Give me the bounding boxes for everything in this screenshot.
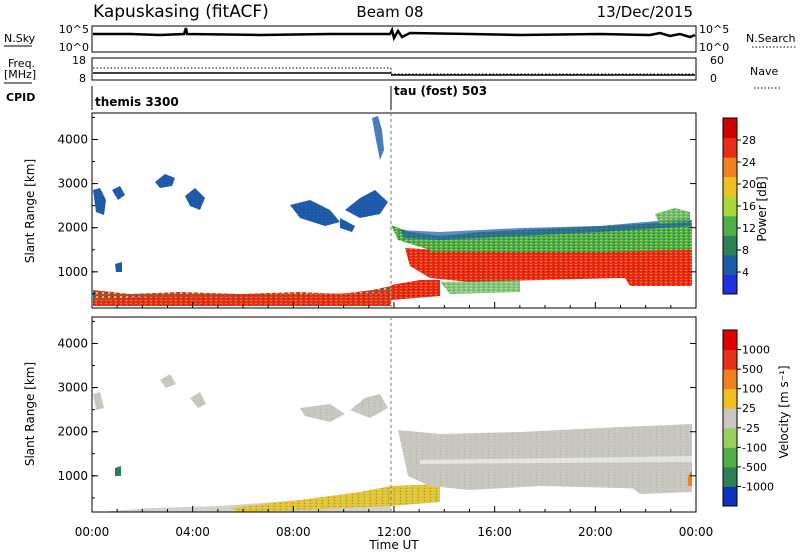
noise-panel: N.Sky 10^5 10^0 10^5 10^0 N.Search xyxy=(4,23,796,54)
x-tick-label: 08:00 xyxy=(276,525,311,539)
colorbar-cell xyxy=(723,330,737,351)
x-tick-label: 20:00 xyxy=(578,525,613,539)
y-tick-label: 2000 xyxy=(57,221,88,235)
nave-label: Nave xyxy=(750,65,778,78)
cpid-mode-1: themis 3300 xyxy=(95,95,179,109)
velocity-colorbar: 1000 500 100 25 -25 -100 -500 -1000 Velocity [m… xyxy=(722,329,791,507)
colorbar-cell xyxy=(723,196,737,217)
colorbar-tick-label: -500 xyxy=(742,461,767,474)
colorbar-cell xyxy=(723,408,737,429)
date-title: 13/Dec/2015 xyxy=(597,3,693,21)
x-tick-label: 00:00 xyxy=(679,525,714,539)
colorbar-cell xyxy=(723,215,737,236)
cpid-mode-2: tau (fost) 503 xyxy=(394,84,487,98)
y-tick-label: 2000 xyxy=(57,425,88,439)
colorbar-cell xyxy=(723,254,737,275)
colorbar-tick-label: -1000 xyxy=(742,480,774,493)
colorbar-tick-label: 8 xyxy=(742,244,749,257)
velocity-scatter xyxy=(93,374,692,512)
power-panel xyxy=(91,112,697,309)
colorbar-cell xyxy=(723,137,737,158)
freq-label: Freq. xyxy=(8,57,35,70)
colorbar-tick-label: -100 xyxy=(742,441,767,454)
x-tick-label: 00:00 xyxy=(75,525,110,539)
colorbar-cell xyxy=(723,235,737,256)
x-tick-label: 16:00 xyxy=(477,525,512,539)
cpid-row: CPID themis 3300 tau (fost) 503 xyxy=(6,84,487,110)
colorbar-tick-label: 4 xyxy=(742,266,749,279)
y-tick-label: 1000 xyxy=(57,265,88,279)
y-tick-label: 4000 xyxy=(57,336,88,350)
colorbar-cell xyxy=(723,369,737,390)
nsky-tick-bottom: 10^0 xyxy=(59,41,89,54)
power-colorbar-label: Power [dB] xyxy=(755,176,769,241)
colorbar-cell xyxy=(723,486,737,507)
colorbar-tick-label: 1000 xyxy=(742,344,770,357)
colorbar-tick-label: 500 xyxy=(742,363,763,376)
freq-tick-top: 18 xyxy=(72,54,86,67)
y-tick-label: 3000 xyxy=(57,177,88,191)
nsearch-tick-top: 10^5 xyxy=(699,23,729,36)
colorbar-tick-label: 28 xyxy=(742,134,756,147)
freq-tick-bottom: 8 xyxy=(79,72,86,85)
colorbar-tick-label: 20 xyxy=(742,178,756,191)
colorbar-cell xyxy=(723,349,737,370)
colorbar-cell xyxy=(723,447,737,468)
freq-unit: [MHz] xyxy=(4,68,36,81)
velocity-panel xyxy=(91,316,697,513)
freq-panel: Freq. [MHz] 18 8 60 0 Nave xyxy=(4,54,782,89)
colorbar-cell xyxy=(723,118,737,139)
colorbar-cell xyxy=(723,466,737,487)
x-tick-label: 12:00 xyxy=(377,525,412,539)
nave-tick-bottom: 0 xyxy=(710,72,717,85)
y-tick-label: 1000 xyxy=(57,469,88,483)
x-tick-label: 04:00 xyxy=(175,525,210,539)
power-colorbar: 28 24 20 16 12 8 4 Power [dB] xyxy=(722,117,769,295)
colorbar-tick-label: 100 xyxy=(742,383,763,396)
nsearch-label: N.Search xyxy=(746,32,796,45)
colorbar-tick-label: -25 xyxy=(742,422,760,435)
nsky-tick-top: 10^5 xyxy=(59,23,89,36)
colorbar-tick-label: 16 xyxy=(742,200,756,213)
colorbar-cell xyxy=(723,274,737,295)
velocity-ylabel: Slant Range [km] xyxy=(23,362,37,466)
y-tick-label: 3000 xyxy=(57,381,88,395)
colorbar-tick-label: 12 xyxy=(742,222,756,235)
colorbar-cell xyxy=(723,388,737,409)
time-xlabel: Time UT xyxy=(368,538,419,552)
colorbar-cell xyxy=(723,176,737,197)
nave-tick-top: 60 xyxy=(710,54,724,67)
power-ylabel: Slant Range [km] xyxy=(23,159,37,263)
colorbar-tick-label: 25 xyxy=(742,402,756,415)
cpid-label: CPID xyxy=(6,91,35,104)
nsearch-tick-bottom: 10^0 xyxy=(699,41,729,54)
station-title: Kapuskasing (fitACF) xyxy=(93,2,269,22)
velocity-colorbar-label: Velocity [m s⁻¹] xyxy=(777,365,791,458)
colorbar-cell xyxy=(723,427,737,448)
power-scatter xyxy=(93,116,692,306)
beam-title: Beam 08 xyxy=(356,3,423,21)
nsky-label: N.Sky xyxy=(4,32,36,45)
y-tick-label: 4000 xyxy=(57,132,88,146)
colorbar-cell xyxy=(723,157,737,178)
colorbar-tick-label: 24 xyxy=(742,156,756,169)
